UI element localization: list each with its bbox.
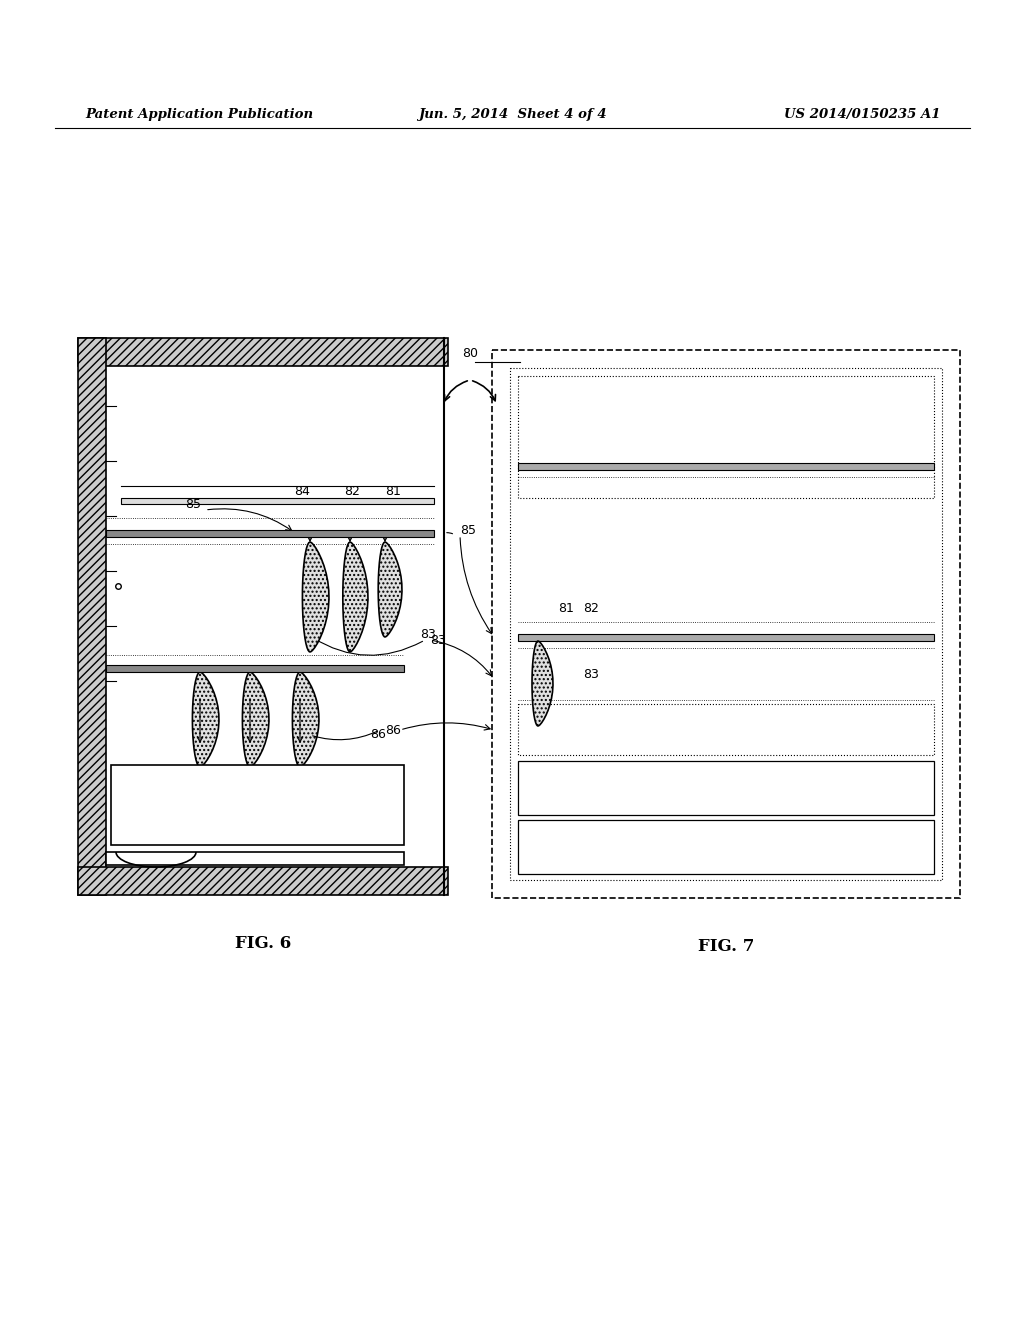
Text: 84: 84 [294,484,310,498]
Text: 85: 85 [185,499,201,511]
Text: Patent Application Publication: Patent Application Publication [85,108,313,121]
Bar [492,350,961,898]
Bar [106,366,444,867]
Bar [106,851,404,865]
PathPatch shape [302,543,329,652]
Text: 83: 83 [583,668,599,681]
Bar [510,368,942,880]
Text: 85: 85 [460,524,476,536]
Bar [106,531,434,537]
PathPatch shape [343,543,368,652]
Bar [121,498,434,504]
Text: US 2014/0150235 A1: US 2014/0150235 A1 [783,108,940,121]
Text: 82: 82 [583,602,599,615]
Text: FIG. 7: FIG. 7 [697,939,755,954]
Bar [78,338,106,895]
Text: 81: 81 [558,602,573,615]
Text: FIG. 6: FIG. 6 [234,935,291,952]
Bar [518,634,934,642]
PathPatch shape [532,642,553,726]
Text: 82: 82 [344,484,360,498]
Bar [106,665,404,672]
Bar [78,338,449,366]
Bar [518,704,934,755]
Bar [78,867,449,895]
Bar [518,762,934,814]
PathPatch shape [378,543,402,636]
Bar [518,820,934,874]
Text: 86: 86 [370,729,386,742]
PathPatch shape [243,672,269,767]
Text: 86: 86 [385,723,400,737]
PathPatch shape [193,672,219,767]
Text: 80: 80 [462,347,478,360]
Text: 81: 81 [385,484,401,498]
PathPatch shape [293,672,318,767]
Bar [111,766,404,845]
Bar [518,376,934,498]
Bar [518,463,934,470]
Text: 83: 83 [420,628,436,642]
Text: 83: 83 [430,634,445,647]
Text: Jun. 5, 2014  Sheet 4 of 4: Jun. 5, 2014 Sheet 4 of 4 [418,108,606,121]
